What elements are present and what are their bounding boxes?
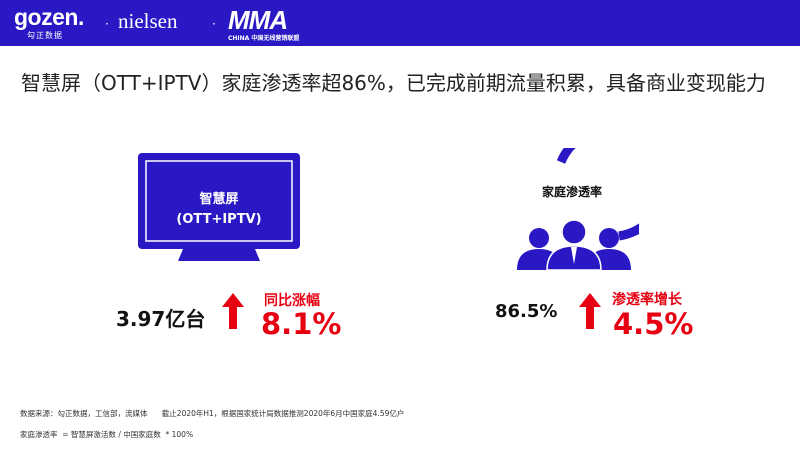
source-footnote: 数据来源：勾正数据，工信部，流媒体 截止2020年H1，根据国家统计局数据推测2… [20, 409, 405, 418]
growth-value: 8.1% [261, 307, 342, 341]
nielsen-logo: nielsen [118, 9, 178, 33]
up-arrow-icon [579, 293, 601, 329]
tv-subtitle: (OTT+IPTV) [176, 212, 262, 227]
tv-label: 智慧屏 (OTT+IPTV) [138, 190, 300, 230]
formula-footnote: 家庭渗透率 = 智慧屏激活数 / 中国家庭数 * 100% [20, 430, 194, 439]
tv-title: 智慧屏 [199, 192, 239, 207]
logo-separator: · [105, 17, 109, 31]
logo-separator: · [212, 17, 216, 31]
header-band [0, 0, 800, 46]
page-title: 智慧屏（OTT+IPTV）家庭渗透率超86%，已完成前期流量积累，具备商业变现能… [21, 71, 766, 95]
gozen-logo-subtitle: 勾正数据 [27, 31, 63, 40]
people-group-icon [517, 148, 639, 270]
gozen-logo: gozen. [14, 4, 84, 30]
penetration-growth-label: 渗透率增长 [612, 292, 682, 308]
up-arrow-icon [222, 293, 244, 329]
penetration-value: 86.5% [495, 301, 558, 322]
penetration-label: 家庭渗透率 [541, 185, 602, 199]
penetration-growth-value: 4.5% [613, 307, 694, 341]
tv-icon [138, 153, 300, 261]
mma-logo: MMA [228, 5, 288, 35]
device-count: 3.97亿台 [116, 307, 206, 331]
mma-logo-subtitle: CHINA 中国无线营销联盟 [228, 35, 300, 42]
growth-label: 同比涨幅 [264, 293, 320, 309]
